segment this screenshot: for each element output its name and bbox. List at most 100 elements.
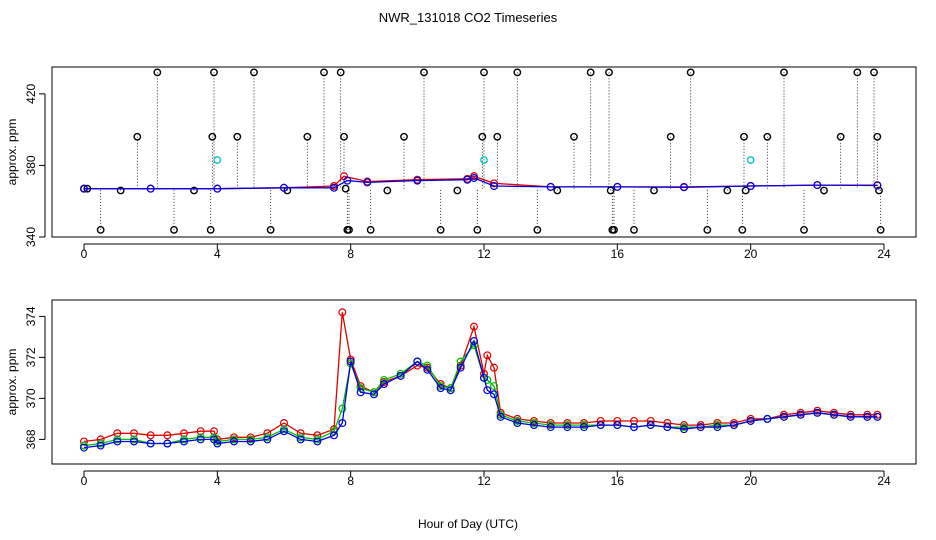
- outlier-point: [741, 186, 750, 195]
- top-panel-ylabel: approx. ppm: [5, 119, 19, 186]
- x-tick-label: 20: [744, 474, 758, 488]
- series-point-flag3: [696, 423, 705, 432]
- series-point-flag3: [456, 363, 465, 372]
- series-point-flag3: [496, 412, 505, 421]
- series-point-flag3: [863, 412, 872, 421]
- series-point-flag3: [146, 184, 155, 193]
- series-point-flag2: [490, 382, 499, 391]
- outlier-point: [436, 225, 445, 234]
- series-point-flag3: [330, 431, 339, 440]
- series-point-flag3: [130, 437, 139, 446]
- series-point-flag1: [280, 419, 289, 428]
- series-point-flag3: [446, 386, 455, 395]
- series-point-flag3: [746, 182, 755, 191]
- outlier-point: [420, 68, 428, 77]
- outlier-point: [341, 184, 350, 193]
- outlier-point: [303, 132, 312, 141]
- series-point-flag3: [529, 421, 538, 430]
- series-point-flag2: [380, 375, 389, 384]
- series-point-flag3: [213, 184, 222, 193]
- series-point-flag1: [490, 363, 499, 372]
- series-line-flag1: [84, 175, 878, 190]
- outlier-point: [345, 225, 353, 234]
- series-point-flag3: [163, 439, 172, 448]
- top-panel-frame: [51, 66, 917, 238]
- series-point-flag3: [423, 365, 432, 374]
- series-point-flag3: [196, 435, 205, 444]
- series-point-flag3: [613, 421, 622, 430]
- series-point-flag3: [579, 423, 588, 432]
- series-point-flag3: [79, 443, 88, 452]
- outlier-point: [336, 68, 345, 77]
- series-point-flag3: [470, 337, 479, 346]
- series-point-flag1: [490, 179, 499, 188]
- series-point-flag1: [646, 416, 655, 425]
- outlier-point: [493, 132, 502, 141]
- outlier-point: [170, 225, 178, 234]
- outlier-point: [875, 186, 883, 195]
- outlier-point: [873, 132, 882, 141]
- series-point-flag3: [396, 371, 405, 380]
- outlier-point: [190, 186, 198, 195]
- series-point-flag3: [846, 412, 855, 421]
- outlier-point: [133, 132, 142, 141]
- series-point-flag3: [338, 419, 347, 428]
- outlier-point: [780, 68, 788, 77]
- series-point-flag1: [483, 351, 492, 360]
- x-tick-label: 8: [347, 474, 354, 488]
- series-point-flag1: [596, 416, 605, 425]
- x-tick-label: 24: [877, 247, 891, 261]
- outlier-point: [206, 225, 215, 234]
- series-point-flag3: [413, 176, 422, 185]
- series-point-flag3: [746, 416, 755, 425]
- series-point-flag3: [779, 412, 788, 421]
- outlier-point: [233, 132, 242, 141]
- outlier-point: [116, 186, 125, 195]
- series-point-flag3: [436, 384, 445, 393]
- outlier-point: [340, 132, 348, 141]
- series-point-flag3: [313, 437, 322, 446]
- outlier-point: [820, 186, 828, 195]
- series-point-flag3: [180, 437, 189, 446]
- series-point-flag1: [163, 431, 172, 440]
- bottom-panel-frame: [51, 299, 917, 465]
- outlier-point: [738, 225, 747, 234]
- outlier-point: [153, 68, 162, 77]
- outlier-point: [480, 68, 488, 77]
- outlier-point: [586, 68, 595, 77]
- cyan-point: [746, 156, 755, 164]
- series-point-flag1: [470, 322, 479, 331]
- x-tick-label: 20: [744, 247, 758, 261]
- series-point-flag1: [663, 419, 672, 428]
- series-point-flag1: [613, 416, 622, 425]
- series-point-flag3: [546, 423, 555, 432]
- outlier-point: [320, 68, 328, 77]
- outlier-point: [208, 132, 217, 141]
- outlier-point: [478, 132, 487, 141]
- top-panel: approx. ppm 0 4 8 12 16 20 24 340 380 420: [5, 66, 917, 261]
- series-point-flag3: [873, 181, 882, 190]
- series-point-flag3: [480, 373, 489, 382]
- series-point-flag3: [763, 414, 772, 423]
- series-point-flag3: [370, 390, 379, 399]
- series-point-flag3: [796, 410, 805, 419]
- series-point-flag1: [196, 427, 205, 436]
- x-axis-label: Hour of Day (UTC): [418, 517, 518, 531]
- series-point-flag3: [413, 357, 422, 366]
- series-point-flag3: [230, 437, 239, 446]
- series-point-flag2: [338, 404, 347, 413]
- series-point-flag3: [356, 388, 365, 397]
- x-tick-label: 24: [877, 474, 891, 488]
- series-point-flag3: [280, 183, 289, 192]
- series-point-flag3: [470, 173, 479, 182]
- outlier-point: [610, 225, 618, 234]
- series-point-flag3: [613, 182, 622, 191]
- outlier-point: [513, 68, 522, 77]
- outlier-point: [836, 132, 845, 141]
- series-point-flag3: [346, 357, 355, 366]
- outlier-point: [383, 186, 392, 195]
- y-tick-label: 374: [24, 306, 38, 326]
- series-point-flag1: [629, 416, 638, 425]
- x-tick-label: 12: [477, 474, 491, 488]
